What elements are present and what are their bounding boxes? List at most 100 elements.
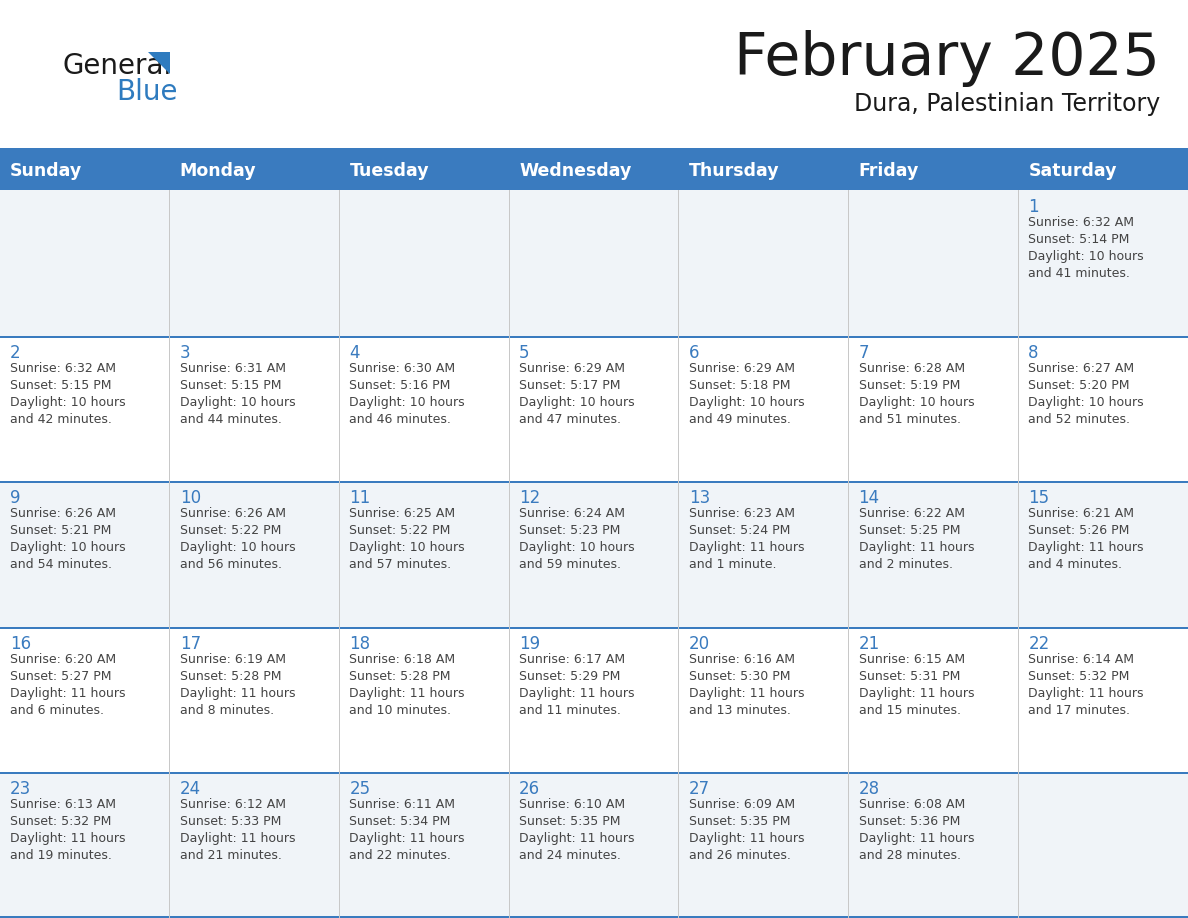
Bar — [0, 772, 1188, 775]
Text: Sunset: 5:32 PM: Sunset: 5:32 PM — [1029, 670, 1130, 683]
Text: Sunset: 5:18 PM: Sunset: 5:18 PM — [689, 378, 790, 392]
Text: 13: 13 — [689, 489, 710, 508]
Text: and 6 minutes.: and 6 minutes. — [10, 704, 105, 717]
Text: 15: 15 — [1029, 489, 1049, 508]
Text: Sunset: 5:31 PM: Sunset: 5:31 PM — [859, 670, 960, 683]
Text: 3: 3 — [179, 343, 190, 362]
Text: Daylight: 11 hours: Daylight: 11 hours — [689, 542, 804, 554]
Text: February 2025: February 2025 — [734, 30, 1159, 87]
Text: 9: 9 — [10, 489, 20, 508]
Text: Dura, Palestinian Territory: Dura, Palestinian Territory — [854, 92, 1159, 116]
Text: Blue: Blue — [116, 78, 177, 106]
Text: and 8 minutes.: and 8 minutes. — [179, 704, 274, 717]
Text: 2: 2 — [10, 343, 20, 362]
Bar — [0, 481, 1188, 483]
Text: Sunset: 5:26 PM: Sunset: 5:26 PM — [1029, 524, 1130, 537]
Text: Sunset: 5:29 PM: Sunset: 5:29 PM — [519, 670, 620, 683]
Text: 8: 8 — [1029, 343, 1038, 362]
Text: 28: 28 — [859, 780, 879, 799]
Text: Sunrise: 6:12 AM: Sunrise: 6:12 AM — [179, 799, 286, 812]
Text: Sunrise: 6:10 AM: Sunrise: 6:10 AM — [519, 799, 625, 812]
Text: Sunrise: 6:20 AM: Sunrise: 6:20 AM — [10, 653, 116, 666]
Text: Daylight: 10 hours: Daylight: 10 hours — [349, 396, 465, 409]
Text: Daylight: 11 hours: Daylight: 11 hours — [179, 833, 295, 845]
Text: and 17 minutes.: and 17 minutes. — [1029, 704, 1130, 717]
Text: and 11 minutes.: and 11 minutes. — [519, 704, 621, 717]
Text: Sunset: 5:21 PM: Sunset: 5:21 PM — [10, 524, 112, 537]
Text: 16: 16 — [10, 635, 31, 653]
Text: Sunrise: 6:11 AM: Sunrise: 6:11 AM — [349, 799, 455, 812]
Text: Sunset: 5:36 PM: Sunset: 5:36 PM — [859, 815, 960, 828]
Text: Monday: Monday — [179, 162, 257, 180]
Text: Sunrise: 6:31 AM: Sunrise: 6:31 AM — [179, 362, 286, 375]
Text: and 46 minutes.: and 46 minutes. — [349, 412, 451, 426]
Text: and 49 minutes.: and 49 minutes. — [689, 412, 791, 426]
Text: Sunset: 5:17 PM: Sunset: 5:17 PM — [519, 378, 620, 392]
Text: Daylight: 10 hours: Daylight: 10 hours — [1029, 250, 1144, 263]
Text: Daylight: 11 hours: Daylight: 11 hours — [859, 687, 974, 700]
Text: Daylight: 10 hours: Daylight: 10 hours — [689, 396, 804, 409]
Text: 18: 18 — [349, 635, 371, 653]
Text: and 54 minutes.: and 54 minutes. — [10, 558, 112, 571]
Text: Daylight: 11 hours: Daylight: 11 hours — [349, 687, 465, 700]
Bar — [0, 190, 1188, 336]
Text: Sunset: 5:15 PM: Sunset: 5:15 PM — [10, 378, 112, 392]
Text: Sunrise: 6:26 AM: Sunrise: 6:26 AM — [179, 508, 286, 521]
Text: Sunrise: 6:27 AM: Sunrise: 6:27 AM — [1029, 362, 1135, 375]
Text: and 15 minutes.: and 15 minutes. — [859, 704, 961, 717]
Text: Daylight: 10 hours: Daylight: 10 hours — [179, 396, 296, 409]
Bar — [0, 481, 1188, 627]
Text: Sunrise: 6:24 AM: Sunrise: 6:24 AM — [519, 508, 625, 521]
Text: Sunset: 5:23 PM: Sunset: 5:23 PM — [519, 524, 620, 537]
Text: Sunrise: 6:32 AM: Sunrise: 6:32 AM — [1029, 216, 1135, 229]
Text: Daylight: 10 hours: Daylight: 10 hours — [179, 542, 296, 554]
Text: 21: 21 — [859, 635, 880, 653]
Text: Sunrise: 6:14 AM: Sunrise: 6:14 AM — [1029, 653, 1135, 666]
Bar — [0, 627, 1188, 772]
Text: 10: 10 — [179, 489, 201, 508]
Text: Daylight: 11 hours: Daylight: 11 hours — [689, 833, 804, 845]
Text: Sunset: 5:22 PM: Sunset: 5:22 PM — [349, 524, 450, 537]
Text: Sunrise: 6:22 AM: Sunrise: 6:22 AM — [859, 508, 965, 521]
Text: 4: 4 — [349, 343, 360, 362]
Text: General: General — [62, 52, 171, 80]
Text: Sunrise: 6:16 AM: Sunrise: 6:16 AM — [689, 653, 795, 666]
Text: and 10 minutes.: and 10 minutes. — [349, 704, 451, 717]
Text: Sunrise: 6:08 AM: Sunrise: 6:08 AM — [859, 799, 965, 812]
Text: Sunrise: 6:30 AM: Sunrise: 6:30 AM — [349, 362, 455, 375]
Text: and 52 minutes.: and 52 minutes. — [1029, 412, 1130, 426]
Bar — [0, 336, 1188, 338]
Text: Sunset: 5:15 PM: Sunset: 5:15 PM — [179, 378, 282, 392]
Text: Sunset: 5:33 PM: Sunset: 5:33 PM — [179, 815, 282, 828]
Text: and 19 minutes.: and 19 minutes. — [10, 849, 112, 862]
Text: Daylight: 11 hours: Daylight: 11 hours — [10, 687, 126, 700]
Text: Daylight: 10 hours: Daylight: 10 hours — [519, 542, 634, 554]
Text: Sunrise: 6:15 AM: Sunrise: 6:15 AM — [859, 653, 965, 666]
Text: Sunset: 5:30 PM: Sunset: 5:30 PM — [689, 670, 790, 683]
Text: and 24 minutes.: and 24 minutes. — [519, 849, 621, 862]
Text: Sunrise: 6:18 AM: Sunrise: 6:18 AM — [349, 653, 455, 666]
Text: Thursday: Thursday — [689, 162, 779, 180]
Text: 5: 5 — [519, 343, 530, 362]
Text: Sunset: 5:14 PM: Sunset: 5:14 PM — [1029, 233, 1130, 246]
Text: 7: 7 — [859, 343, 870, 362]
Text: Sunrise: 6:29 AM: Sunrise: 6:29 AM — [519, 362, 625, 375]
Bar — [0, 152, 1188, 190]
Text: and 4 minutes.: and 4 minutes. — [1029, 558, 1123, 571]
Text: Sunset: 5:16 PM: Sunset: 5:16 PM — [349, 378, 450, 392]
Text: 1: 1 — [1029, 198, 1040, 216]
Text: Saturday: Saturday — [1029, 162, 1117, 180]
Text: 22: 22 — [1029, 635, 1049, 653]
Text: Sunset: 5:24 PM: Sunset: 5:24 PM — [689, 524, 790, 537]
Text: Sunrise: 6:23 AM: Sunrise: 6:23 AM — [689, 508, 795, 521]
Bar — [0, 336, 1188, 481]
Text: Daylight: 10 hours: Daylight: 10 hours — [349, 542, 465, 554]
Text: Daylight: 11 hours: Daylight: 11 hours — [859, 542, 974, 554]
Text: Sunrise: 6:17 AM: Sunrise: 6:17 AM — [519, 653, 625, 666]
Text: Sunset: 5:27 PM: Sunset: 5:27 PM — [10, 670, 112, 683]
Text: 17: 17 — [179, 635, 201, 653]
Text: Sunset: 5:35 PM: Sunset: 5:35 PM — [689, 815, 790, 828]
Bar — [0, 148, 1188, 152]
Text: Sunrise: 6:21 AM: Sunrise: 6:21 AM — [1029, 508, 1135, 521]
Text: Daylight: 10 hours: Daylight: 10 hours — [10, 396, 126, 409]
